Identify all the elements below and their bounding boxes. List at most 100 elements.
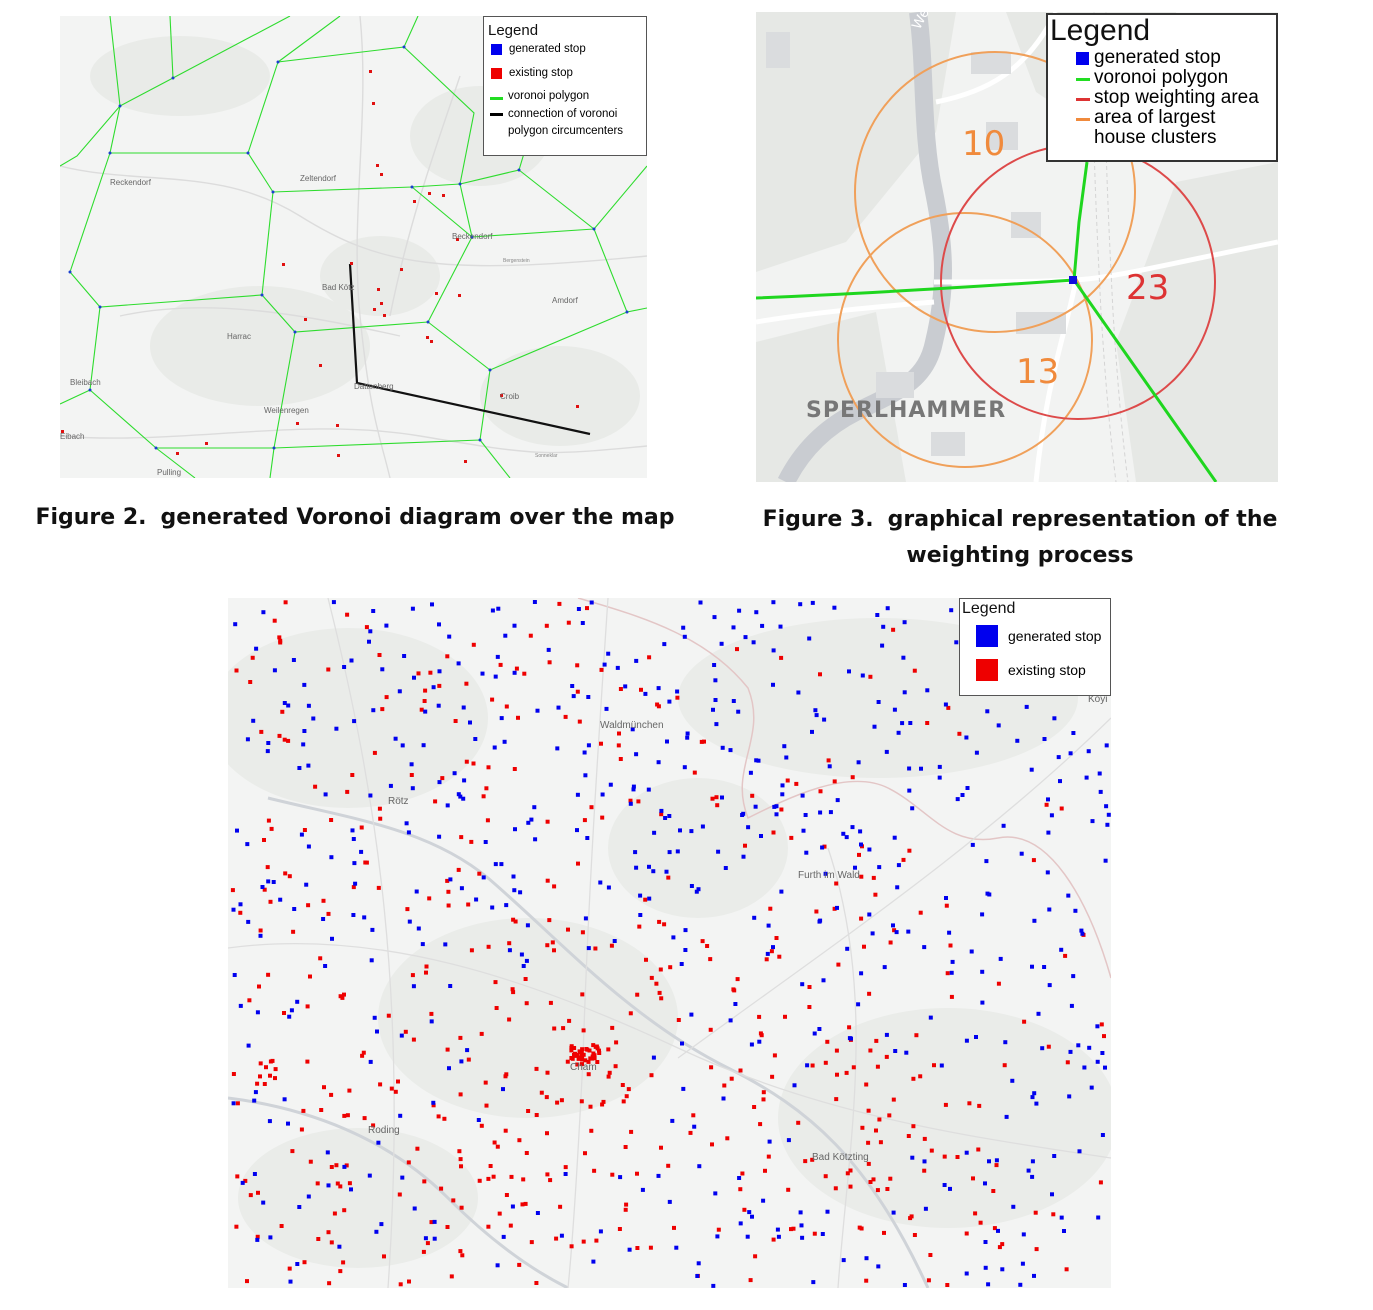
generated-stop-marker <box>675 689 680 694</box>
generated-stop-marker <box>1030 1159 1035 1164</box>
existing-stop-marker <box>493 980 498 985</box>
existing-stop-marker <box>534 1113 539 1117</box>
generated-stop-marker <box>875 613 880 617</box>
existing-stop-marker <box>458 1157 463 1162</box>
existing-stop-marker <box>322 1085 326 1090</box>
existing-stop-marker <box>771 830 776 835</box>
existing-stop-marker <box>599 667 604 672</box>
generated-stop-marker <box>771 600 776 605</box>
generated-stop-marker <box>459 886 464 891</box>
generated-stop-marker <box>501 1087 505 1092</box>
generated-stop-marker <box>575 792 580 797</box>
generated-stop-marker <box>631 787 636 792</box>
existing-stop-marker <box>929 1148 934 1153</box>
existing-stop-marker <box>945 971 950 976</box>
existing-stop-marker <box>705 944 710 948</box>
generated-stop-marker <box>499 716 504 721</box>
existing-stop-marker <box>616 743 621 748</box>
legend-label: existing stop <box>509 67 573 79</box>
generated-stop-marker <box>747 1210 752 1215</box>
generated-stop-marker <box>964 1038 969 1043</box>
existing-stop-marker <box>409 773 414 777</box>
generated-stop-marker <box>731 699 736 703</box>
generated-stop-marker <box>518 890 523 895</box>
existing-stop-marker <box>378 1082 383 1087</box>
generated-stop-marker <box>1020 1261 1025 1266</box>
existing-stop-marker <box>302 828 307 832</box>
existing-stop-marker <box>262 887 267 892</box>
existing-stop-marker <box>302 1260 307 1265</box>
existing-stop-marker <box>280 709 285 714</box>
generated-stop-marker <box>235 828 239 833</box>
existing-stop-marker <box>977 1103 982 1108</box>
existing-stop-marker <box>371 1123 376 1128</box>
existing-stop-marker <box>561 1026 566 1031</box>
existing-stop-marker <box>545 1172 550 1177</box>
stops-overview-map: Waldmünchen Furth im Wald Cham Roding Ba… <box>228 598 1111 1288</box>
existing-stop-marker <box>874 1038 879 1043</box>
generated-stop-marker <box>907 788 912 793</box>
voronoi-polygon-swatch <box>1076 78 1090 81</box>
existing-stop-marker <box>911 1124 916 1129</box>
generated-stop-marker <box>623 684 628 689</box>
existing-stop-marker <box>306 903 311 908</box>
existing-stop-marker <box>548 1000 553 1005</box>
existing-stop-marker <box>629 1129 634 1134</box>
place-label: Rötz <box>388 796 409 807</box>
generated-stop-marker <box>731 625 736 630</box>
generated-stop-marker <box>821 978 826 983</box>
existing-stop-marker <box>460 1253 465 1258</box>
generated-stop-marker <box>711 1283 716 1288</box>
existing-stop-marker <box>592 1168 597 1173</box>
generated-stop-marker <box>606 651 611 656</box>
existing-stop-marker <box>559 1098 564 1103</box>
existing-stop-marker <box>580 1057 585 1062</box>
generated-stop-marker <box>752 915 757 920</box>
existing-stop-marker <box>868 674 873 679</box>
figure-3-legend: Legend generated stop voronoi polygon st… <box>1046 13 1278 162</box>
existing-stop-marker <box>832 906 837 911</box>
existing-stop-marker <box>445 878 450 883</box>
generated-stop-marker <box>980 1000 985 1005</box>
existing-stop-marker <box>647 655 652 660</box>
generated-stop-marker <box>771 648 776 653</box>
generated-stop-marker <box>682 765 687 770</box>
generated-stop-marker <box>437 834 442 839</box>
existing-stop-marker <box>752 1105 757 1109</box>
generated-stop-marker <box>412 675 416 680</box>
existing-stop-marker <box>509 1174 514 1179</box>
existing-stop-marker <box>577 1049 582 1054</box>
existing-stop-marker <box>495 1144 500 1149</box>
generated-stop-marker <box>974 750 979 755</box>
existing-stop-marker <box>243 1178 248 1183</box>
generated-stop-marker <box>1059 1215 1064 1220</box>
existing-stop-marker <box>583 1151 587 1156</box>
generated-stop-marker <box>1100 1051 1105 1055</box>
generated-stop-marker <box>902 690 907 695</box>
existing-stop-marker <box>477 1178 482 1183</box>
existing-stop-marker <box>666 875 671 880</box>
generated-stop-marker <box>412 1206 417 1211</box>
existing-stop-marker <box>623 1207 628 1212</box>
generated-stop-marker <box>721 1096 726 1101</box>
legend-label: connection of voronoi polygon circumcent… <box>508 108 624 137</box>
generated-stop-marker <box>712 663 717 667</box>
generated-stop-marker <box>652 830 657 835</box>
generated-stop-marker <box>679 962 684 966</box>
voronoi-polygon-edges <box>756 161 1218 482</box>
generated-stop-marker <box>321 917 326 921</box>
existing-stop-marker <box>545 943 550 948</box>
existing-stop-marker <box>922 1168 927 1173</box>
generated-stop-marker <box>1052 1154 1057 1158</box>
place-label: Weilenregen <box>264 406 309 415</box>
existing-stop-marker <box>992 1226 997 1231</box>
existing-stop-marker <box>247 998 252 1003</box>
existing-stop-marker <box>483 1080 488 1085</box>
generated-stop-marker <box>342 1164 347 1169</box>
generated-stop-marker <box>800 1235 805 1240</box>
existing-stop-marker <box>345 612 350 617</box>
existing-stop-marker <box>552 884 557 889</box>
existing-stop-marker <box>235 1101 240 1106</box>
generated-stop-marker <box>685 731 690 736</box>
generated-stop-marker <box>289 1008 294 1013</box>
